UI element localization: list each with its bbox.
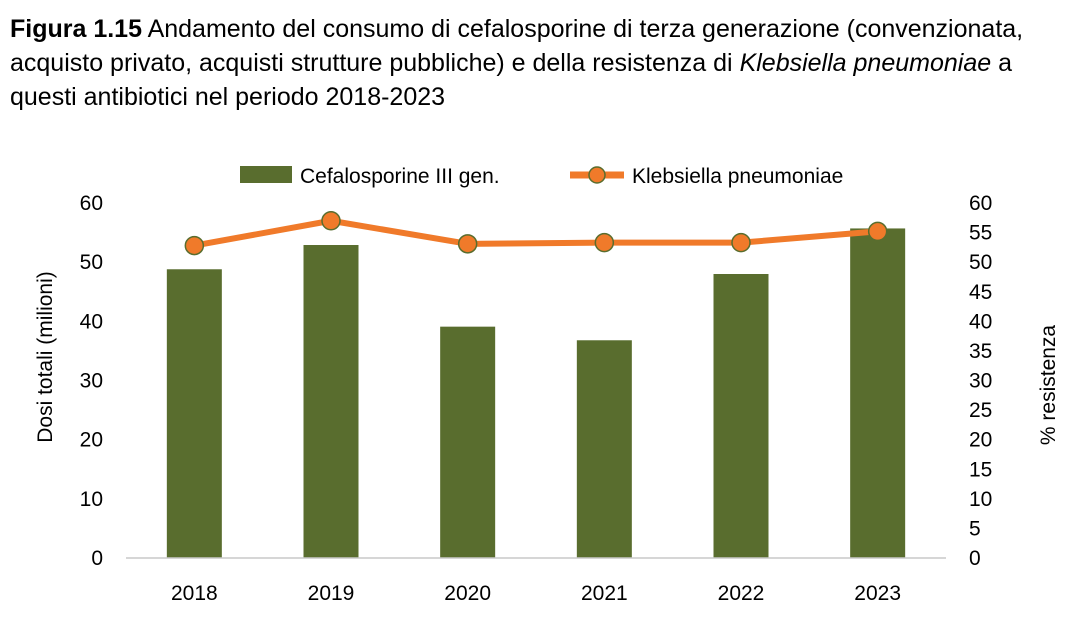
right-tick-label: 5 bbox=[969, 517, 981, 540]
x-tick-label: 2023 bbox=[854, 582, 901, 605]
point-2018 bbox=[184, 235, 205, 256]
left-tick-label: 0 bbox=[91, 547, 103, 570]
x-tick-label: 2018 bbox=[171, 582, 218, 605]
point-2021 bbox=[594, 232, 615, 253]
bar-2021 bbox=[576, 340, 632, 558]
x-tick-label: 2019 bbox=[308, 582, 355, 605]
left-tick-label: 10 bbox=[80, 488, 103, 511]
x-tick-label: 2020 bbox=[444, 582, 491, 605]
point-2019 bbox=[321, 211, 341, 231]
resistance-line bbox=[193, 217, 878, 249]
right-tick-label: 35 bbox=[969, 340, 992, 363]
left-axis-title: Dosi totali (milioni) bbox=[34, 271, 57, 443]
x-axis-ticks: 2018 2019 2020 2021 2022 2023 bbox=[171, 582, 901, 605]
legend-label-line: Klebsiella pneumoniae bbox=[632, 165, 843, 188]
caption-text-after: a questi antibiotici nel periodo 2018-20… bbox=[10, 49, 1012, 111]
bar-2022 bbox=[713, 274, 769, 558]
right-axis-ticks: 0 5 10 15 20 25 30 35 40 45 50 55 60 bbox=[969, 192, 992, 570]
legend-swatch-bar bbox=[240, 166, 292, 183]
x-tick-label: 2021 bbox=[581, 582, 628, 605]
right-tick-label: 50 bbox=[969, 251, 992, 274]
left-tick-label: 30 bbox=[80, 370, 103, 393]
line-series bbox=[184, 211, 888, 256]
point-2022 bbox=[731, 232, 751, 253]
point-2023 bbox=[867, 221, 888, 242]
left-axis-ticks: 0 10 20 30 40 50 60 bbox=[80, 192, 103, 570]
right-tick-label: 60 bbox=[969, 192, 992, 215]
left-tick-label: 50 bbox=[80, 251, 103, 274]
figure-label: Figura 1.15 bbox=[10, 15, 142, 43]
bar-2018 bbox=[166, 269, 222, 558]
bar-series bbox=[166, 228, 906, 559]
legend-swatch-marker bbox=[588, 166, 606, 184]
right-tick-label: 15 bbox=[969, 458, 992, 481]
caption-text-before: Andamento del consumo di cefalosporine d… bbox=[10, 15, 1024, 77]
right-axis-title: % resistenza bbox=[1037, 325, 1060, 446]
right-tick-label: 55 bbox=[969, 222, 992, 245]
bar-2019 bbox=[303, 245, 359, 558]
left-tick-label: 20 bbox=[80, 429, 103, 452]
bar-2020 bbox=[440, 326, 496, 558]
right-tick-label: 30 bbox=[969, 370, 992, 393]
right-tick-label: 40 bbox=[969, 310, 992, 333]
right-tick-label: 0 bbox=[969, 547, 981, 570]
right-tick-label: 20 bbox=[969, 429, 992, 452]
point-2020 bbox=[457, 234, 478, 254]
figure-caption: Figura 1.15 Andamento del consumo di cef… bbox=[10, 12, 1075, 114]
legend-label-bar: Cefalosporine III gen. bbox=[300, 165, 500, 188]
right-tick-label: 25 bbox=[969, 399, 992, 422]
chart-legend: Cefalosporine III gen. Klebsiella pneumo… bbox=[240, 165, 843, 188]
left-tick-label: 60 bbox=[80, 192, 103, 215]
right-tick-label: 45 bbox=[969, 281, 992, 304]
bar-2023 bbox=[850, 228, 906, 559]
x-tick-label: 2022 bbox=[718, 582, 765, 605]
caption-species: Klebsiella pneumoniae bbox=[739, 49, 992, 77]
right-tick-label: 10 bbox=[969, 488, 992, 511]
left-tick-label: 40 bbox=[80, 310, 103, 333]
